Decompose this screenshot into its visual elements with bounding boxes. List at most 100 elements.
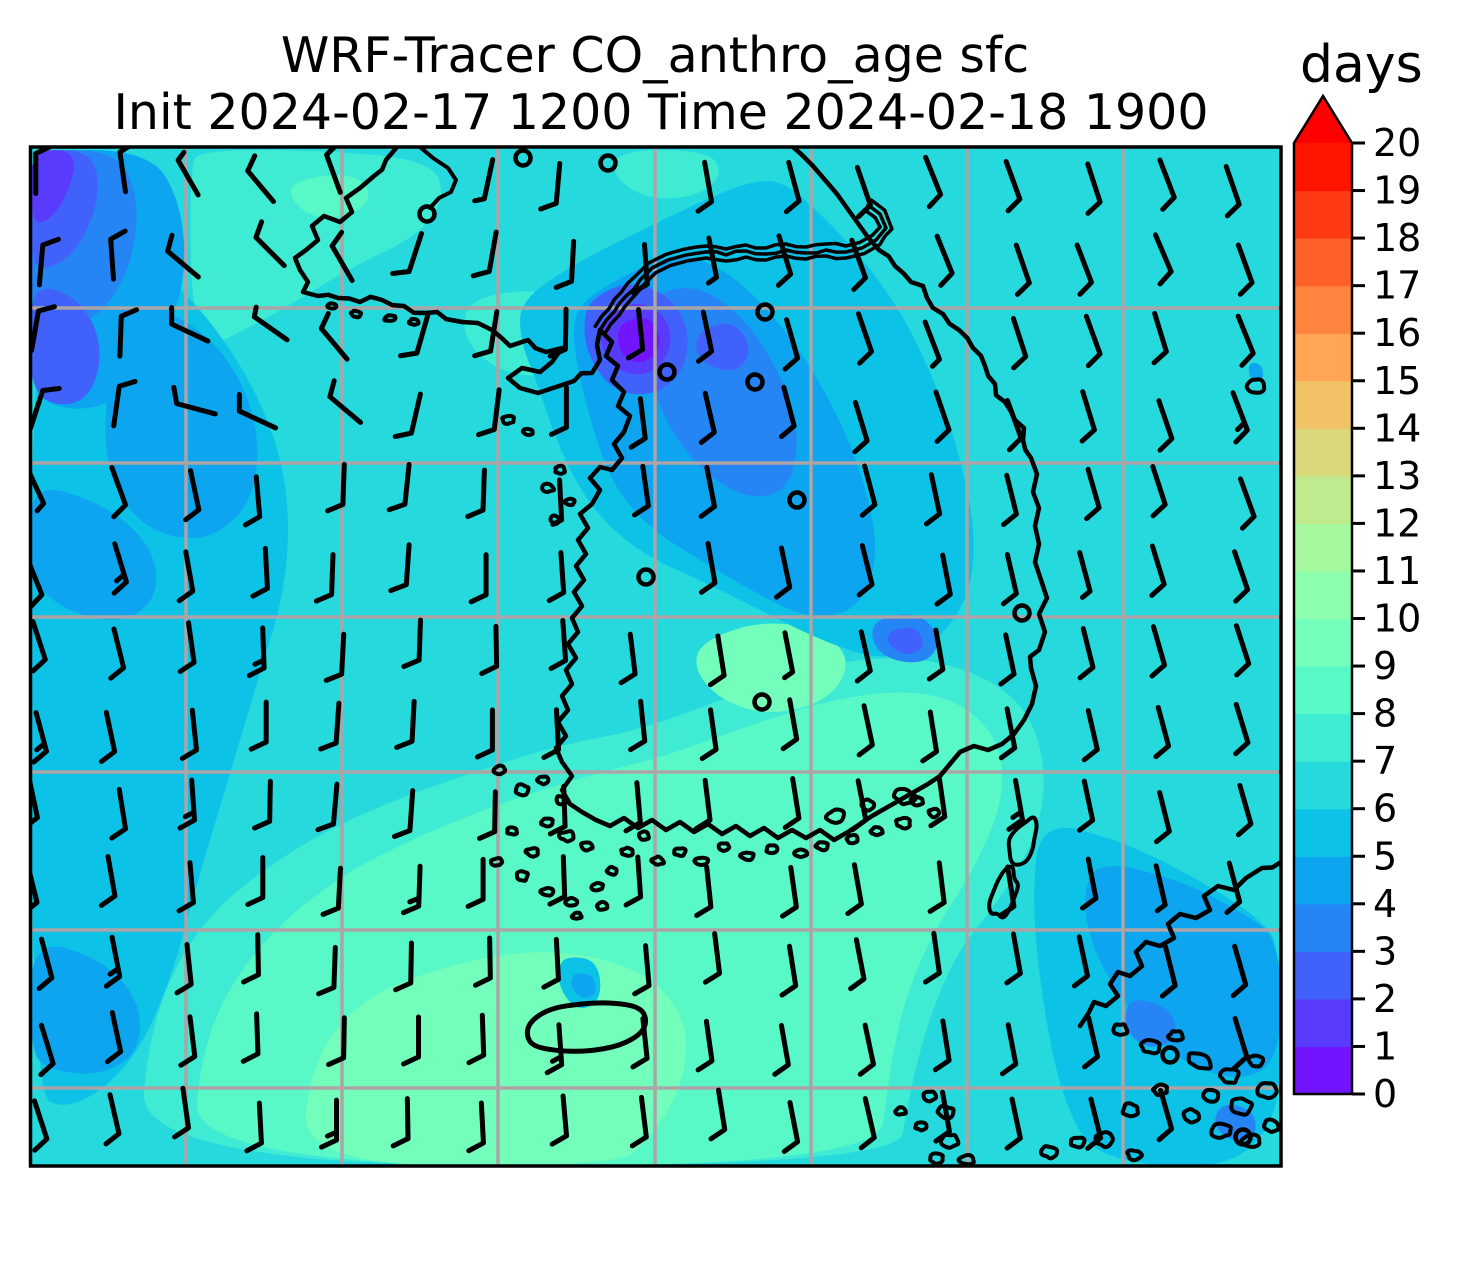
island-coastline <box>523 846 540 859</box>
island-coastline <box>844 832 860 846</box>
colorbar-tick-label: 17 <box>1373 264 1421 308</box>
colorbar-band-11-12d <box>1294 523 1352 572</box>
colorbar-band-4-5d <box>1294 856 1352 905</box>
wind-barb <box>245 855 266 907</box>
island-coastline <box>569 910 584 921</box>
wind-barb <box>171 384 218 417</box>
wind-barb <box>1157 157 1177 212</box>
wind-barb <box>1150 463 1168 519</box>
wind-barb <box>98 709 118 765</box>
wind-barb <box>38 1022 56 1078</box>
coastline-korean-peninsula <box>459 147 1050 843</box>
colorbar-band-12-13d <box>1294 475 1352 524</box>
wind-barb <box>172 1085 191 1140</box>
colorbar-tick-label: 0 <box>1373 1072 1397 1116</box>
wind-barb <box>394 698 417 750</box>
wind-barb <box>1004 931 1023 986</box>
wind-barb <box>546 550 567 604</box>
wind-barb <box>774 545 793 600</box>
wind-barb <box>1153 789 1172 845</box>
colorbar-band-6-7d <box>1294 761 1352 810</box>
wind-barb <box>108 626 127 681</box>
wind-barb <box>855 311 875 366</box>
wind-barb <box>695 1018 715 1073</box>
island-coastline <box>636 829 651 842</box>
island-coastline <box>539 816 555 829</box>
island-coastline <box>823 807 846 825</box>
wind-barb <box>1003 159 1023 214</box>
island-coastline <box>540 481 556 495</box>
colorbar-band-8-9d <box>1294 666 1352 715</box>
wind-barb <box>1006 777 1025 832</box>
wind-barb <box>705 235 720 286</box>
colorbar-tick-label: 12 <box>1373 501 1421 545</box>
wind-barb <box>390 1096 411 1149</box>
island-coastline <box>520 426 535 437</box>
colorbar-band-7-8d <box>1294 713 1352 762</box>
colorbar-band-18-19d <box>1294 190 1352 239</box>
wind-barb <box>695 309 715 364</box>
wind-barb <box>1004 398 1024 453</box>
wind-barb <box>245 153 276 205</box>
wind-barb <box>103 934 123 989</box>
island-coastline <box>553 463 567 476</box>
wind-barb <box>1233 623 1252 678</box>
wind-barb <box>1235 782 1254 838</box>
colorbar-band-5-6d <box>1294 808 1352 857</box>
colorbar-tick-label: 11 <box>1373 549 1421 593</box>
wind-barb <box>1010 315 1029 371</box>
wind-barb <box>998 706 1018 761</box>
wind-barb <box>476 387 502 438</box>
colorbar-tick-label: 3 <box>1373 929 1397 973</box>
map-plot <box>30 147 1281 1166</box>
island-coastline <box>1093 1130 1115 1150</box>
wind-barb <box>998 632 1017 687</box>
wind-barb <box>1084 466 1102 522</box>
wind-barb <box>782 630 796 681</box>
island-coastline <box>813 840 830 853</box>
wind-barb <box>630 1016 650 1070</box>
calm-wind-circle <box>1160 1045 1180 1065</box>
wind-barb <box>30 464 47 514</box>
wind-barb <box>320 865 343 917</box>
contour-band-9-10d <box>696 623 846 712</box>
wind-barb <box>1235 313 1256 368</box>
wind-barb <box>618 631 638 686</box>
island-coastline <box>604 864 619 877</box>
wind-barb <box>778 384 797 440</box>
wind-barb <box>109 786 129 841</box>
wind-barb <box>548 618 569 671</box>
wind-barb <box>538 160 563 212</box>
island-coastline <box>1186 1051 1213 1071</box>
wind-barb <box>698 464 718 519</box>
wind-barb <box>32 1098 50 1153</box>
wind-barb <box>845 862 864 917</box>
wind-barb <box>253 219 287 269</box>
wind-barb <box>176 860 196 914</box>
colorbar-band-16-17d <box>1294 285 1352 334</box>
island-coastline <box>514 869 530 883</box>
wind-barb <box>854 164 873 220</box>
wind-barb <box>550 477 565 527</box>
map-border <box>28 145 1283 1168</box>
map-subtitle: Init 2024-02-17 1200 Time 2024-02-18 190… <box>113 84 1208 141</box>
latlon-gridlines <box>30 147 1281 1166</box>
wind-barb <box>1149 624 1168 679</box>
island-coastline <box>1111 1022 1130 1037</box>
wind-barb <box>1237 476 1257 531</box>
wind-barb <box>997 864 1017 919</box>
wind-barb <box>1082 1015 1101 1070</box>
island-coastline <box>1068 1135 1087 1150</box>
wind-barb <box>465 467 487 520</box>
map-title: WRF-Tracer CO_anthro_age sfc <box>281 27 1029 84</box>
island-coastline <box>594 899 610 912</box>
contour-band-4-5d <box>30 946 140 1074</box>
wind-barb <box>698 390 717 445</box>
wind-barb <box>241 932 261 985</box>
island-coastline <box>1125 1148 1144 1163</box>
wind-barb <box>111 378 138 429</box>
wind-barb <box>474 707 495 760</box>
contour-band-3-4d <box>1125 1000 1176 1047</box>
